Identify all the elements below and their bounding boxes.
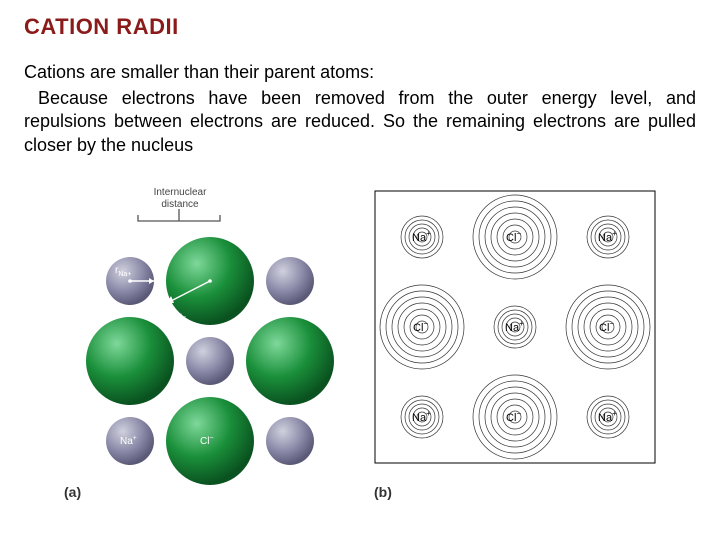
figure-b: Na+Cl−Na+Cl−Na+Cl−Na+Cl−Na+ (b) bbox=[370, 181, 660, 496]
figures-row: Internuclear distance Na+ Cl− bbox=[24, 181, 696, 496]
figure-a: Internuclear distance Na+ Cl− bbox=[60, 181, 340, 496]
internuclear-label-2: distance bbox=[161, 199, 199, 210]
slide-title: CATION RADII bbox=[24, 14, 696, 40]
contour-rings: Na+Cl−Na+Cl−Na+Cl−Na+Cl−Na+ bbox=[380, 195, 650, 459]
body-span: Because electrons have been removed from… bbox=[24, 88, 696, 155]
figure-b-svg: Na+Cl−Na+Cl−Na+Cl−Na+Cl−Na+ bbox=[370, 181, 660, 481]
figure-a-svg: Internuclear distance Na+ Cl− bbox=[60, 181, 340, 491]
sphere-na bbox=[266, 257, 314, 305]
internuclear-label-1: Internuclear bbox=[154, 187, 207, 198]
body-text: Because electrons have been removed from… bbox=[24, 87, 696, 157]
sphere-cl bbox=[86, 317, 174, 405]
subtitle: Cations are smaller than their parent at… bbox=[24, 62, 696, 83]
sphere-na bbox=[266, 417, 314, 465]
figure-a-label: (a) bbox=[64, 484, 81, 500]
sphere-na bbox=[186, 337, 234, 385]
sphere-cl bbox=[246, 317, 334, 405]
figure-b-label: (b) bbox=[374, 484, 392, 500]
